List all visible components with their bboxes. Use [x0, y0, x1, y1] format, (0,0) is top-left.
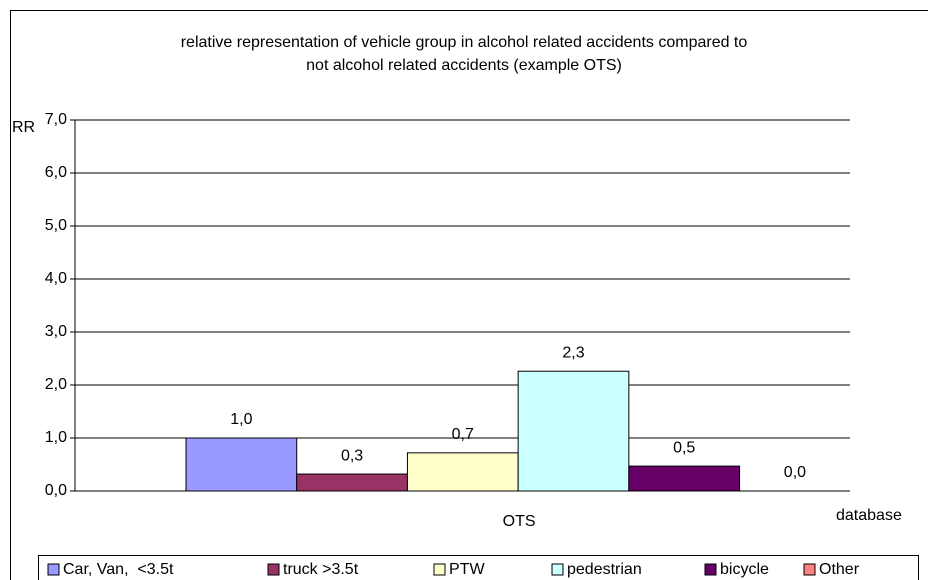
y-tick-label: 4,0 [45, 270, 67, 287]
bar [406, 452, 519, 492]
bar [628, 465, 741, 492]
chart-title: relative representation of vehicle group… [181, 34, 748, 51]
data-label: 0,7 [452, 426, 474, 443]
data-label: 0,0 [784, 464, 806, 481]
legend-label: pedestrian [567, 561, 642, 578]
y-tick-label: 2,0 [45, 376, 67, 393]
y-axis-label: RR [12, 119, 35, 136]
legend-swatch [267, 563, 280, 576]
legend-swatch [704, 563, 717, 576]
legend-label: Car, Van, <3.5t [63, 561, 174, 578]
x-axis-label: database [836, 507, 902, 524]
legend-box [38, 555, 919, 580]
bar [517, 370, 630, 492]
y-tick-label: 1,0 [45, 429, 67, 446]
bar [296, 473, 408, 492]
legend-swatch [551, 563, 564, 576]
legend-label: Other [819, 561, 860, 578]
x-tick-label: OTS [503, 513, 536, 530]
legend-swatch [47, 563, 60, 576]
bar [185, 437, 298, 492]
legend-label: truck >3.5t [283, 561, 359, 578]
y-tick-label: 6,0 [45, 164, 67, 181]
data-label: 0,3 [341, 447, 363, 464]
y-tick-label: 0,0 [45, 482, 67, 499]
legend-swatch [803, 563, 816, 576]
data-label: 2,3 [562, 344, 584, 361]
chart-frame [10, 10, 928, 580]
chart-title: not alcohol related accidents (example O… [306, 57, 622, 74]
legend-label: PTW [449, 561, 485, 578]
legend-swatch [433, 563, 446, 576]
legend-label: bicycle [720, 561, 769, 578]
data-label: 0,5 [673, 439, 695, 456]
y-tick-label: 5,0 [45, 217, 67, 234]
y-tick-label: 3,0 [45, 323, 67, 340]
data-label: 1,0 [230, 411, 252, 428]
y-tick-label: 7,0 [45, 111, 67, 128]
